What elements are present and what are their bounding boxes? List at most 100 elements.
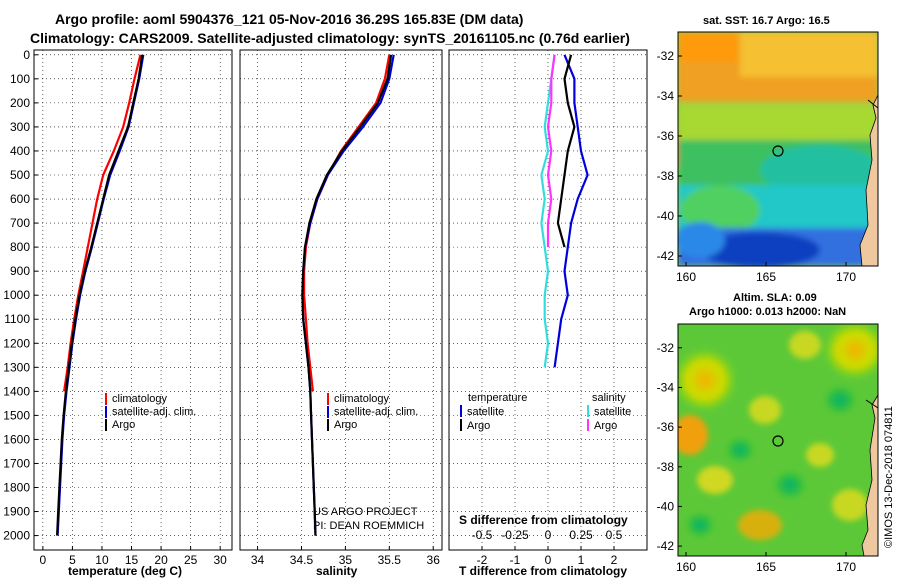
s-tick-label: -0.25 — [501, 528, 529, 542]
figure-title-line1: Argo profile: aoml 5904376_121 05-Nov-20… — [55, 11, 523, 27]
map-y-tick-label: -38 — [657, 460, 675, 474]
sst-map-axes: 160 165 170 -32 -34 -36 -38 -40 -42 — [657, 49, 857, 284]
depth-tick-label: 600 — [10, 192, 30, 206]
imos-credit: ©IMOS 13-Dec-2018 074811 — [883, 406, 895, 548]
map-y-tick-label: -42 — [657, 249, 675, 263]
x-tick-label: 35 — [339, 553, 353, 567]
map-x-tick-label: 170 — [836, 270, 856, 284]
credit-project: US ARGO PROJECT — [313, 506, 418, 518]
map-y-tick-label: -38 — [657, 169, 675, 183]
map-y-tick-label: -34 — [657, 89, 675, 103]
salinity-panel — [239, 49, 443, 551]
x-tick-label: 0 — [545, 553, 552, 567]
x-tick-label: 35.5 — [378, 553, 402, 567]
salinity-series — [301, 54, 395, 536]
sla-argo-location-marker — [772, 435, 784, 447]
sla-map-frame — [677, 323, 879, 557]
legend-title-temperature: temperature — [468, 392, 527, 404]
s-tick-label: -0.5 — [472, 528, 493, 542]
difference-grid — [449, 50, 647, 550]
sst-argo-location-marker — [772, 145, 784, 157]
depth-tick-label: 200 — [10, 96, 30, 110]
map-x-tick-label: 160 — [676, 560, 696, 574]
series-line-climatology — [63, 54, 142, 392]
s-tick-label: 0 — [545, 528, 552, 542]
x-tick-label: 10 — [95, 553, 109, 567]
sla-map-axes: 160 165 170 -32 -34 -36 -38 -40 -42 — [657, 341, 857, 574]
x-tick-label: 36 — [427, 553, 441, 567]
map-y-tick-label: -42 — [657, 539, 675, 553]
map-y-tick-label: -34 — [657, 380, 675, 394]
depth-tick-label: 1900 — [3, 505, 30, 519]
legend-title-salinity: salinity — [592, 392, 626, 404]
legend-label-climatology: climatology — [334, 393, 390, 405]
map-x-tick-label: 165 — [756, 270, 776, 284]
depth-tick-label: 1800 — [3, 481, 30, 495]
legend-label-t-argo: Argo — [467, 420, 490, 432]
credit-pi: PI: DEAN ROEMMICH — [313, 520, 424, 532]
map-y-tick-label: -36 — [657, 420, 675, 434]
depth-tick-label: 400 — [10, 144, 30, 158]
x-tick-label: 5 — [69, 553, 76, 567]
legend-label-climatology: climatology — [112, 393, 168, 405]
series-line-temperature-satellite — [553, 54, 589, 368]
map-x-tick-label: 165 — [756, 560, 776, 574]
x-tick-label: -2 — [477, 553, 488, 567]
legend-label-argo: Argo — [334, 419, 357, 431]
legend-label-s-argo: Argo — [594, 420, 617, 432]
depth-tick-label: 1600 — [3, 432, 30, 446]
map-x-tick-label: 170 — [836, 560, 856, 574]
depth-tick-label: 800 — [10, 240, 30, 254]
s-tick-label: 0.5 — [606, 528, 623, 542]
x-tick-label: 0 — [40, 553, 47, 567]
depth-tick-label: 0 — [23, 48, 30, 62]
series-line-salinity-argo — [546, 54, 556, 248]
sst-map-frame — [677, 31, 879, 267]
depth-tick-label: 700 — [10, 216, 30, 230]
temperature-x-axis: 0 5 10 15 20 25 30 — [40, 546, 227, 567]
depth-tick-label: 1500 — [3, 408, 30, 422]
temperature-panel — [33, 49, 233, 551]
sla-map-subtitle: Argo h1000: 0.013 h2000: NaN — [689, 306, 846, 318]
depth-tick-label: 100 — [10, 72, 30, 86]
temperature-xlabel: temperature (deg C) — [68, 564, 182, 578]
difference-xlabel: T difference from climatology — [459, 564, 627, 578]
legend-label-satellite: satellite-adj. clim. — [334, 406, 418, 418]
salinity-legend: climatology satellite-adj. clim. Argo — [327, 393, 418, 431]
depth-tick-label: 1700 — [3, 456, 30, 470]
x-tick-label: 34 — [251, 553, 265, 567]
figure-title-line2: Climatology: CARS2009. Satellite-adjuste… — [30, 30, 630, 46]
x-tick-label: 34.5 — [290, 553, 314, 567]
depth-tick-label: 300 — [10, 120, 30, 134]
map-y-tick-label: -40 — [657, 499, 675, 513]
difference-legend: temperature salinity satellite Argo sate… — [460, 392, 631, 432]
salinity-grid — [240, 50, 442, 550]
depth-tick-label: 1100 — [4, 312, 30, 326]
legend-label-argo: Argo — [112, 419, 135, 431]
sla-map-title: Altim. SLA: 0.09 — [733, 292, 817, 304]
series-line-argo — [301, 54, 393, 536]
depth-tick-label: 2000 — [3, 529, 30, 543]
depth-tick-label: 500 — [10, 168, 30, 182]
x-tick-label: 25 — [184, 553, 198, 567]
map-y-tick-label: -40 — [657, 209, 675, 223]
difference-xlabel-salinity: S difference from climatology — [459, 513, 628, 527]
map-x-tick-label: 160 — [676, 270, 696, 284]
temperature-legend: climatology satellite-adj. clim. Argo — [105, 393, 196, 431]
salinity-xlabel: salinity — [316, 564, 358, 578]
legend-label-s-satellite: satellite — [594, 406, 631, 418]
sla-map-image — [678, 324, 878, 556]
sst-map-title: sat. SST: 16.7 Argo: 16.5 — [703, 15, 830, 27]
depth-tick-label: 1200 — [3, 336, 30, 350]
difference-series — [540, 54, 589, 368]
x-tick-label: 30 — [213, 553, 227, 567]
depth-tick-label: 1000 — [3, 288, 30, 302]
temperature-series — [56, 54, 145, 536]
depth-axis: 0 100 200 300 400 500 600 700 800 900 1000 1100 1200… — [3, 48, 38, 543]
depth-tick-label: 1300 — [3, 360, 30, 374]
legend-label-satellite: satellite-adj. clim. — [112, 406, 196, 418]
legend-label-t-satellite: satellite — [467, 406, 504, 418]
x-tick-label: 1 — [578, 553, 585, 567]
sst-map-image — [678, 32, 878, 266]
